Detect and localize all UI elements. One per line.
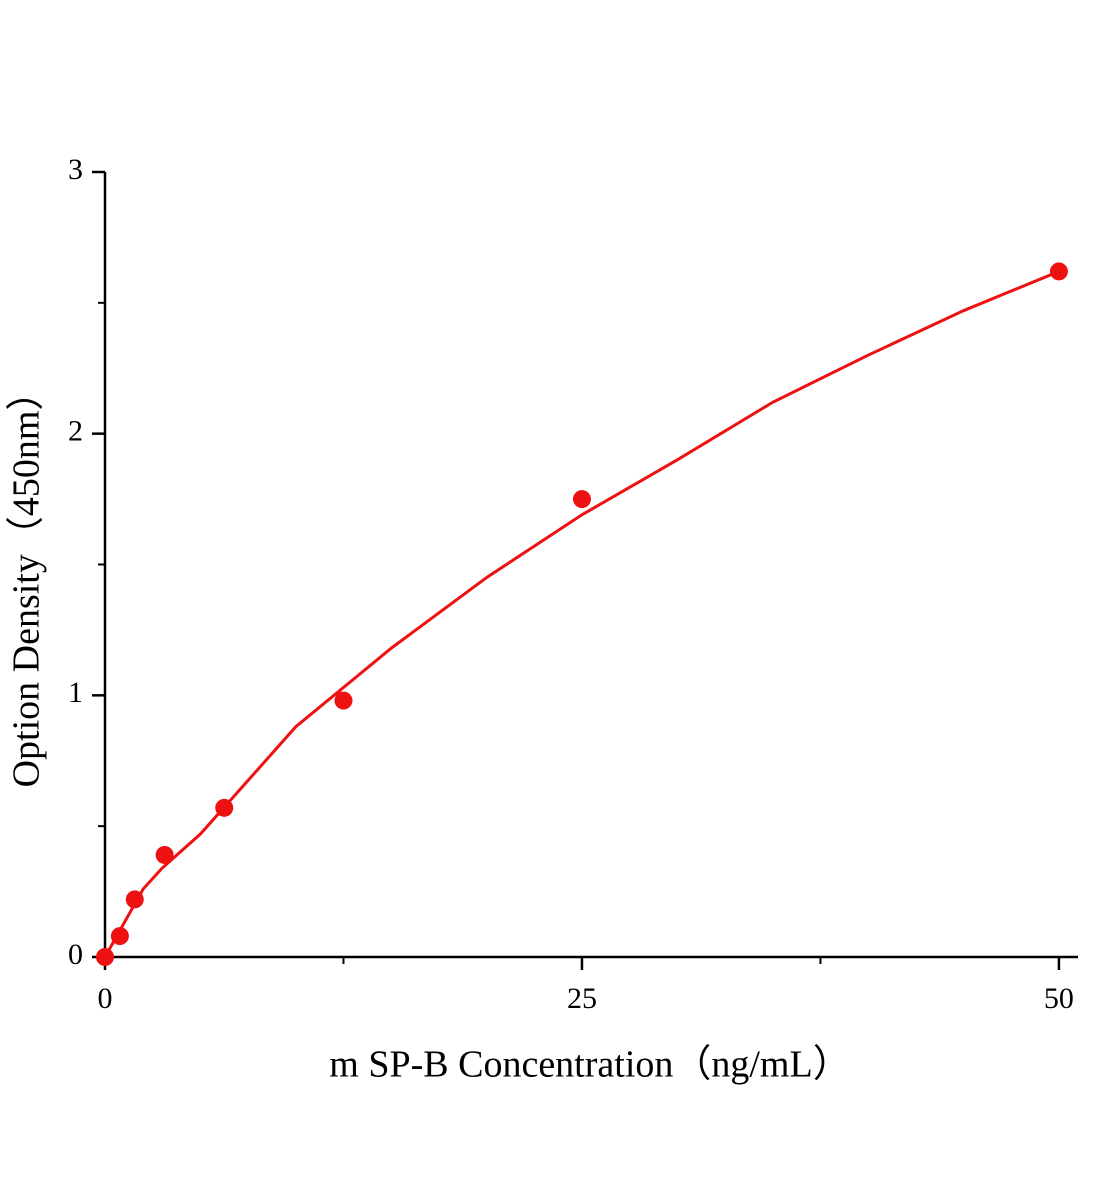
x-tick-label: 25 xyxy=(567,982,597,1015)
x-axis-title: m SP-B Concentration（ng/mL） xyxy=(329,1044,850,1086)
y-tick-label: 0 xyxy=(68,938,83,971)
x-tick-label: 50 xyxy=(1044,982,1074,1015)
data-point xyxy=(334,691,353,710)
data-point xyxy=(155,845,174,864)
data-point xyxy=(572,490,591,509)
y-axis-title: Option Density（450nm） xyxy=(6,373,48,788)
y-tick-label: 3 xyxy=(68,153,83,186)
y-tick-label: 1 xyxy=(68,676,83,709)
y-tick-label: 2 xyxy=(68,415,83,448)
x-tick-label: 0 xyxy=(98,982,113,1015)
fit-curve xyxy=(103,270,1060,958)
